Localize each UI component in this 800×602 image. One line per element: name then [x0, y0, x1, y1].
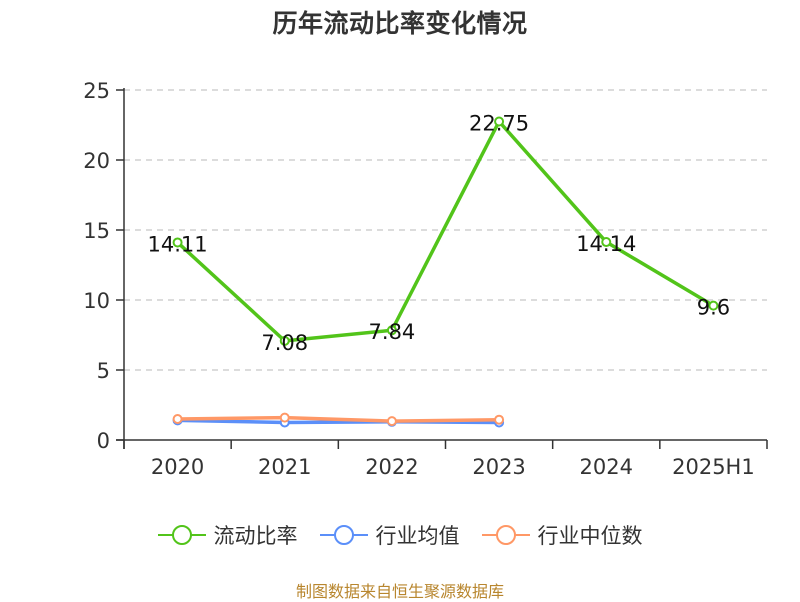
series-line: [177, 415, 500, 423]
x-tick-label: 2025H1: [672, 455, 755, 479]
legend-label: 流动比率: [213, 524, 298, 548]
data-point[interactable]: [172, 414, 183, 424]
data-label: 14.11: [148, 232, 208, 256]
y-tick-label: 15: [83, 219, 110, 243]
y-tick-label: 0: [97, 429, 110, 453]
data-label: 7.84: [369, 320, 416, 344]
x-tick-label: 2022: [365, 455, 418, 479]
data-label: 22.75: [469, 112, 529, 136]
line-circle-icon: [157, 525, 206, 545]
series-line: [176, 119, 715, 343]
data-point[interactable]: [279, 335, 290, 346]
data-source-note: 制图数据来自恒生聚源数据库: [295, 582, 504, 601]
y-tick-label: 5: [97, 359, 110, 383]
data-point[interactable]: [279, 412, 290, 423]
legend-label: 行业均值: [375, 524, 460, 548]
data-labels: 14.11 7.08 7.84 22.75 14.14 9.6: [148, 112, 731, 355]
data-point[interactable]: [172, 237, 183, 248]
y-tick-label: 20: [83, 149, 110, 173]
x-tick-label: 2021: [258, 455, 311, 479]
line-circle-icon: [319, 525, 368, 545]
legend-item-current-ratio[interactable]: 流动比率: [157, 520, 298, 550]
grid-lines: [124, 89, 767, 371]
data-point[interactable]: [386, 416, 397, 427]
data-point[interactable]: [386, 325, 397, 336]
data-label: 14.14: [576, 232, 636, 256]
data-label: 7.08: [261, 331, 308, 355]
axes: 0 5 10 15 20 25 2020 2021 2022 2023 2024 2025H1: [83, 79, 768, 479]
x-tick-label: 2020: [151, 455, 204, 479]
data-point[interactable]: [708, 300, 719, 311]
data-point[interactable]: [601, 237, 612, 248]
x-tick-label: 2023: [472, 455, 525, 479]
chart-title: 历年流动比率变化情况: [272, 9, 528, 38]
x-tick-label: 2024: [580, 455, 633, 479]
y-tick-label: 25: [83, 79, 110, 103]
line-circle-icon: [481, 525, 530, 545]
legend-item-industry-mean[interactable]: 行业均值: [319, 520, 460, 550]
y-tick-label: 10: [83, 289, 110, 313]
data-label: 9.6: [697, 296, 730, 320]
data-point[interactable]: [494, 116, 505, 127]
data-point[interactable]: [494, 414, 505, 425]
legend-label: 行业中位数: [537, 524, 643, 548]
legend-item-industry-median[interactable]: 行业中位数: [481, 520, 643, 550]
legend: 流动比率 行业均值 行业中位数: [0, 520, 800, 550]
series-lines: [172, 116, 719, 428]
